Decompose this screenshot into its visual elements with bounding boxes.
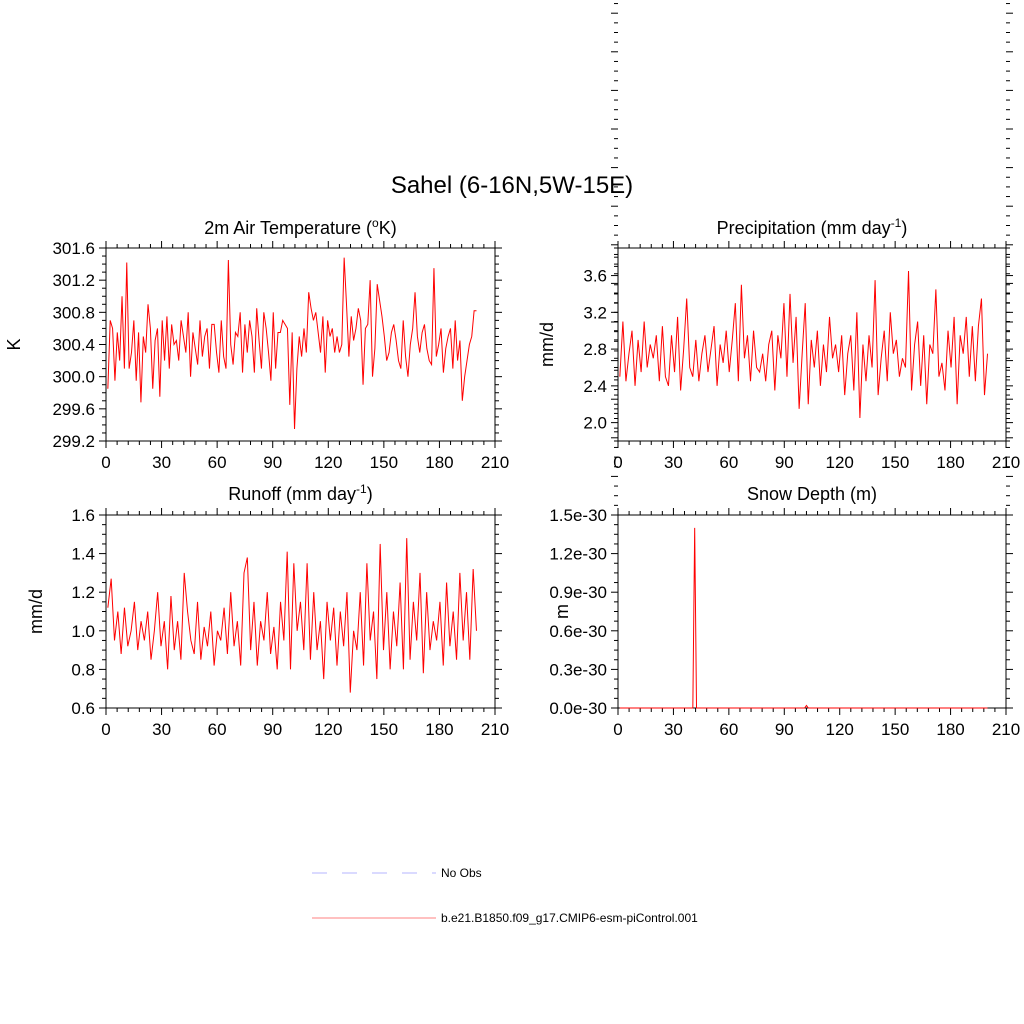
runoff-y-tick-label: 1.4 <box>71 545 95 564</box>
runoff-title-part: Runoff (mm day <box>228 484 356 504</box>
panel-temp: 2m Air Temperature (oK) K 0 30 60 90 120 150 180… <box>4 216 509 472</box>
runoff-plot-frame <box>105 514 496 709</box>
snow-x-tick-label: 120 <box>826 720 854 739</box>
runoff-x-tick-label: 180 <box>425 720 453 739</box>
temp-x-tick-label: 60 <box>208 453 227 472</box>
runoff-y-tick-label: 0.6 <box>71 699 95 718</box>
temp-x-tick-label: 90 <box>263 453 282 472</box>
snow-title-part: Snow Depth (m) <box>747 484 877 504</box>
temp-y-tick-label: 300.0 <box>52 368 95 387</box>
snow-x-tick-label: 210 <box>992 720 1020 739</box>
temp-x-tick-label: 210 <box>481 453 509 472</box>
runoff-title-part: -1 <box>356 482 367 496</box>
temp-y-axis-label: K <box>4 338 24 350</box>
temp-x-tick-label: 120 <box>314 453 342 472</box>
runoff-x-tick-label: 30 <box>152 720 171 739</box>
precip-x-tick-label: 0 <box>613 453 622 472</box>
snow-y-tick-label: 1.2e-30 <box>549 545 607 564</box>
temp-x-tick-label: 150 <box>370 453 398 472</box>
runoff-title-part: ) <box>367 484 373 504</box>
temp-y-tick-label: 300.8 <box>52 303 95 322</box>
snow-y-tick-label: 0.0e-30 <box>549 699 607 718</box>
panels: 2m Air Temperature (oK) K 0 30 60 90 120 150 180… <box>4 3 1020 739</box>
legend-label-1: b.e21.B1850.f09_g17.CMIP6-esm-piControl.… <box>441 911 698 925</box>
precip-panel-title: Precipitation (mm day-1) <box>717 216 908 238</box>
snow-x-tick-label: 150 <box>881 720 909 739</box>
precip-plot-frame <box>617 247 1007 442</box>
snow-plot-frame <box>617 514 1007 709</box>
snow-x-tick-label: 0 <box>613 720 622 739</box>
precip-x-tick-label: 120 <box>826 453 854 472</box>
precip-y-tick-label: 3.6 <box>583 267 607 286</box>
precip-y-tick-label: 2.4 <box>583 377 607 396</box>
temp-y-tick-label: 301.2 <box>52 271 95 290</box>
runoff-x-tick-label: 120 <box>314 720 342 739</box>
temp-x-tick-label: 180 <box>425 453 453 472</box>
temp-x-tick-label: 0 <box>101 453 110 472</box>
snow-x-tick-label: 90 <box>775 720 794 739</box>
precip-title-part: ) <box>901 218 907 238</box>
temp-y-tick-label: 299.6 <box>52 400 95 419</box>
precip-x-tick-label: 90 <box>775 453 794 472</box>
precip-title-part: Precipitation (mm day <box>717 218 891 238</box>
precip-x-tick-label: 210 <box>992 453 1020 472</box>
precip-title-part: -1 <box>891 216 902 230</box>
precip-y-axis-label: mm/d <box>537 322 557 367</box>
precip-y-tick-label: 3.2 <box>583 303 607 322</box>
snow-x-tick-label: 60 <box>719 720 738 739</box>
temp-series-line <box>107 257 477 429</box>
runoff-y-tick-label: 1.0 <box>71 622 95 641</box>
snow-x-tick-label: 180 <box>936 720 964 739</box>
panel-runoff: Runoff (mm day-1) mm/d 0 30 60 90 120 150 180 210… <box>26 482 509 739</box>
snow-y-tick-label: 0.3e-30 <box>549 660 607 679</box>
temp-y-tick-label: 299.2 <box>52 432 95 451</box>
runoff-series-line <box>107 538 477 693</box>
runoff-x-tick-label: 210 <box>481 720 509 739</box>
snow-y-tick-label: 0.6e-30 <box>549 622 607 641</box>
precip-y-tick-label: 2.0 <box>583 414 607 433</box>
precip-series-line <box>619 270 989 419</box>
runoff-x-tick-label: 60 <box>208 720 227 739</box>
runoff-y-tick-label: 1.6 <box>71 506 95 525</box>
precip-x-tick-label: 60 <box>719 453 738 472</box>
runoff-x-tick-label: 150 <box>370 720 398 739</box>
temp-panel-title: 2m Air Temperature (oK) <box>204 216 396 238</box>
legend: No Obs b.e21.B1850.f09_g17.CMIP6-esm-piCo… <box>312 866 698 925</box>
precip-x-tick-label: 150 <box>881 453 909 472</box>
runoff-y-tick-label: 0.8 <box>71 660 95 679</box>
precip-y-tick-label: 2.8 <box>583 340 607 359</box>
snow-y-tick-label: 0.9e-30 <box>549 583 607 602</box>
legend-label-0: No Obs <box>441 866 482 880</box>
runoff-x-tick-label: 0 <box>101 720 110 739</box>
figure-title: Sahel (6-16N,5W-15E) <box>391 172 633 199</box>
temp-title-part: K) <box>379 218 397 238</box>
snow-series-line <box>619 527 988 709</box>
runoff-x-tick-label: 90 <box>263 720 282 739</box>
snow-panel-title: Snow Depth (m) <box>747 484 877 504</box>
runoff-panel-title: Runoff (mm day-1) <box>228 482 372 504</box>
precip-x-tick-label: 180 <box>936 453 964 472</box>
runoff-y-axis-label: mm/d <box>26 589 46 634</box>
temp-y-tick-label: 301.6 <box>52 239 95 258</box>
temp-title-part: 2m Air Temperature ( <box>204 218 372 238</box>
snow-x-tick-label: 30 <box>664 720 683 739</box>
panel-snow: Snow Depth (m) m 0 30 60 90 120 150 180 210 0.0e-3… <box>549 3 1020 739</box>
temp-y-tick-label: 300.4 <box>52 336 95 355</box>
panel-precip: Precipitation (mm day-1) mm/d 0 30 60 90 120 15… <box>537 216 1020 472</box>
temp-title-part: o <box>372 216 379 230</box>
snow-y-axis-label: m <box>552 604 572 619</box>
snow-y-tick-label: 1.5e-30 <box>549 506 607 525</box>
temp-x-tick-label: 30 <box>152 453 171 472</box>
precip-x-tick-label: 30 <box>664 453 683 472</box>
runoff-y-tick-label: 1.2 <box>71 583 95 602</box>
